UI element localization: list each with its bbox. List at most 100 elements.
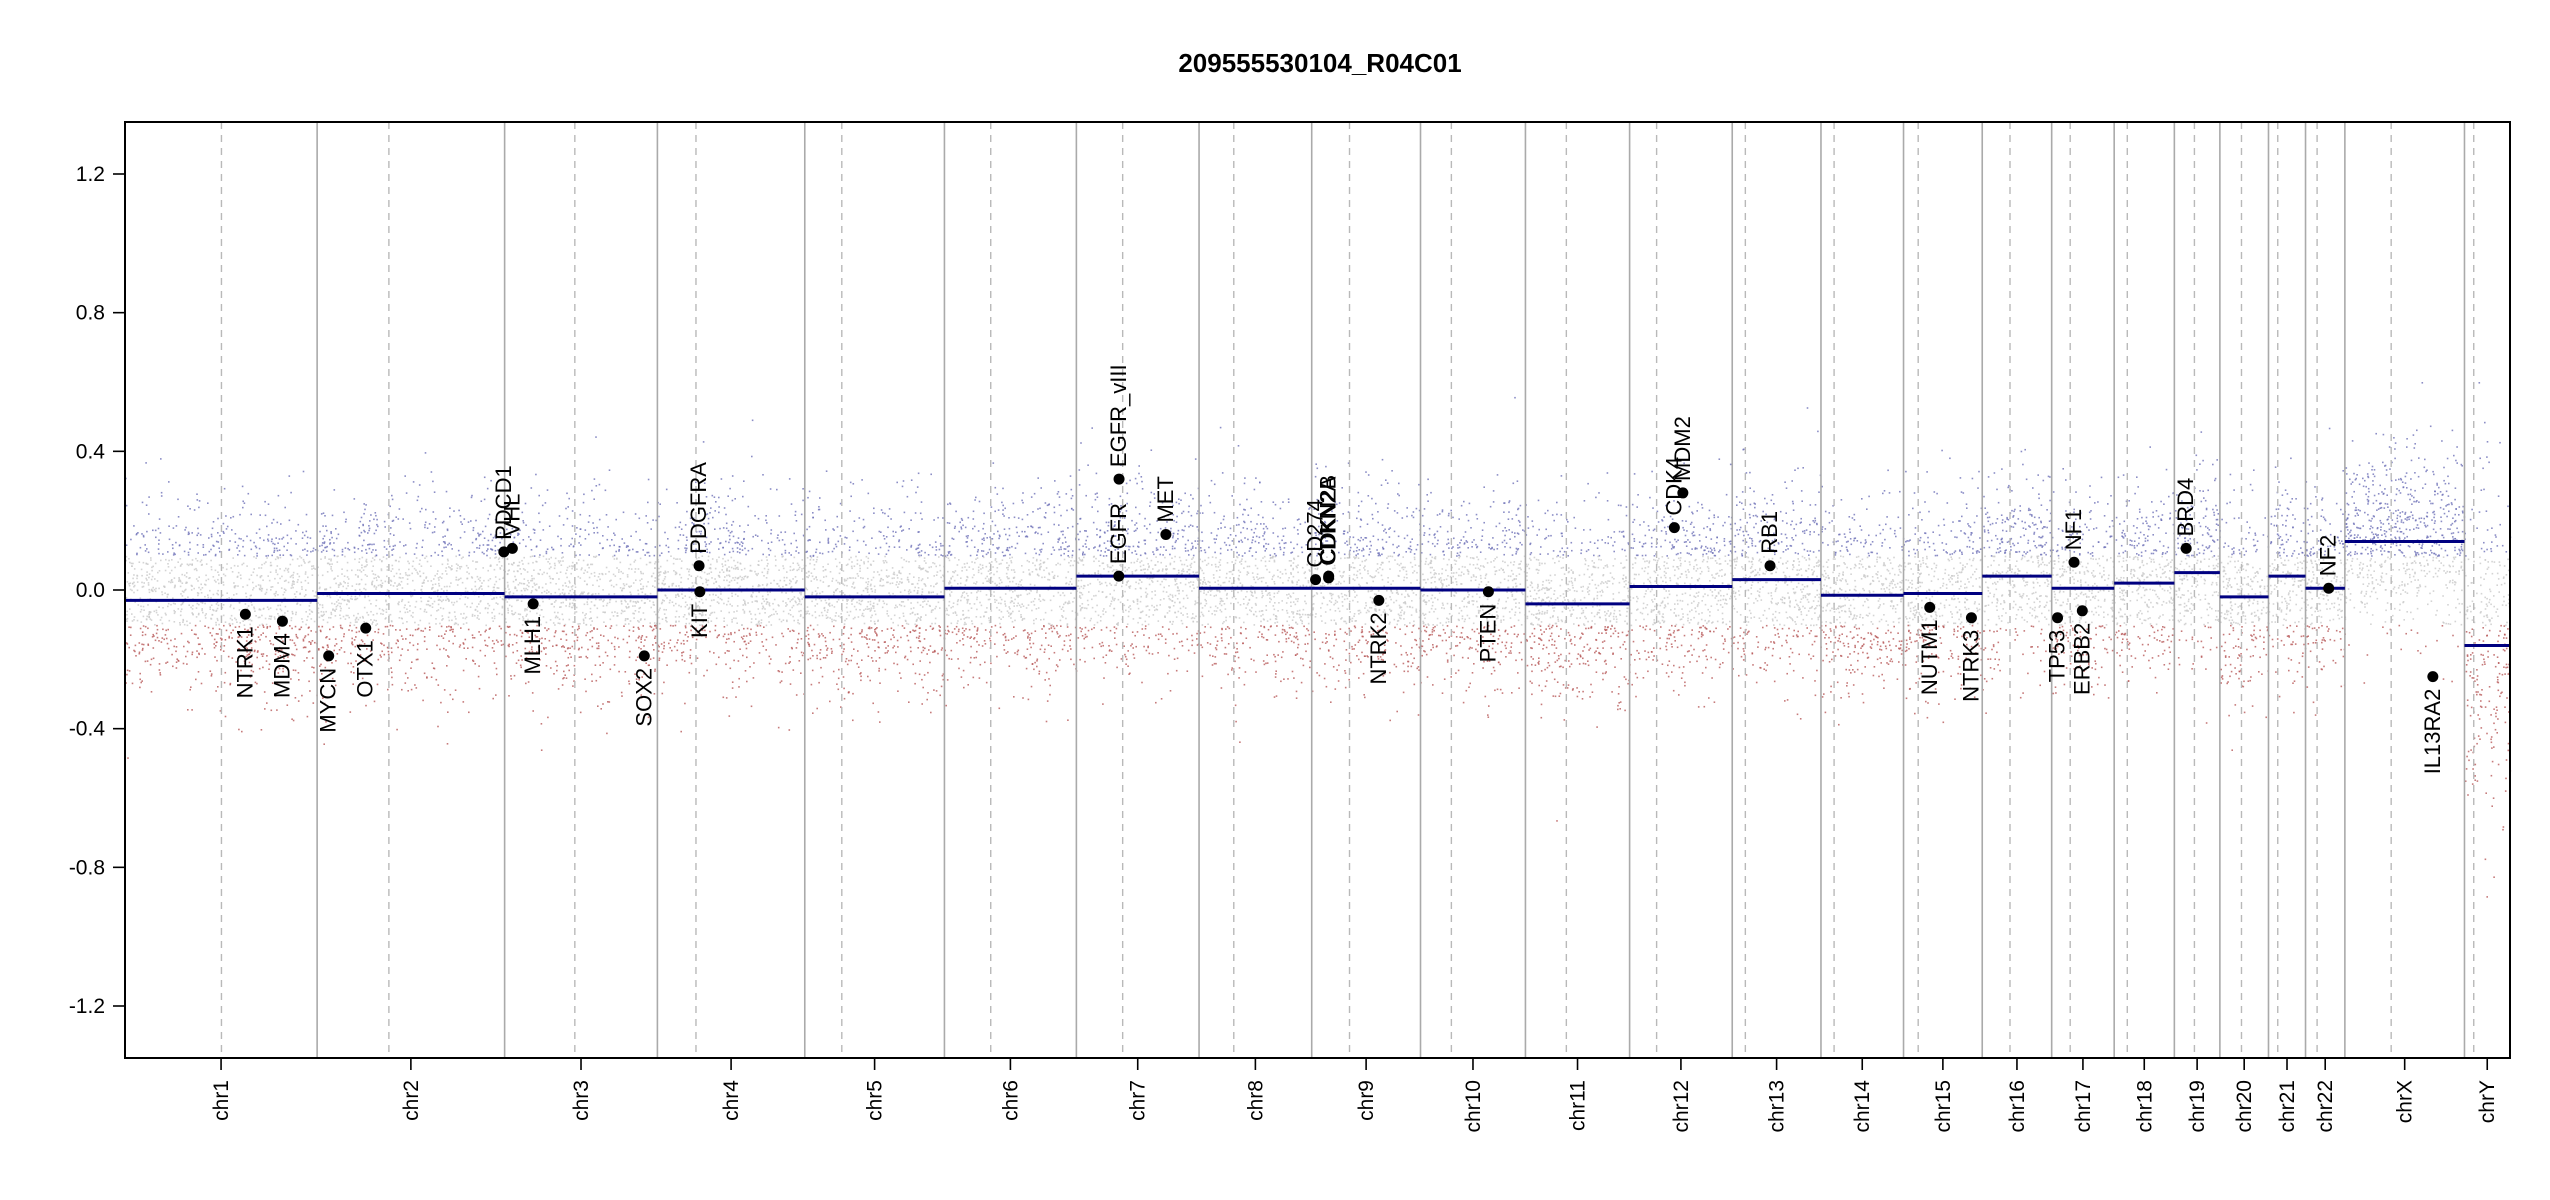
bin-point	[766, 601, 769, 603]
bin-point	[706, 573, 709, 575]
bin-point	[563, 630, 565, 633]
bin-point	[885, 553, 888, 555]
bin-point	[230, 614, 233, 617]
bin-point	[788, 552, 790, 554]
bin-point	[139, 686, 141, 689]
bin-point	[147, 582, 150, 584]
bin-point	[330, 611, 332, 614]
bin-point	[326, 571, 329, 573]
bin-point	[465, 564, 468, 567]
bin-point	[698, 607, 701, 610]
bin-point	[395, 642, 398, 645]
bin-point	[179, 624, 181, 626]
bin-point	[464, 638, 467, 641]
bin-point	[155, 536, 157, 539]
bin-point	[848, 577, 851, 579]
bin-point	[314, 549, 317, 551]
bin-point	[914, 586, 916, 589]
bin-point	[373, 532, 376, 535]
bin-point	[240, 669, 242, 672]
bin-point	[368, 529, 370, 532]
bin-point	[891, 582, 894, 584]
bin-point	[732, 550, 735, 553]
bin-point	[306, 554, 308, 556]
bin-point	[435, 618, 437, 620]
bin-point	[516, 650, 519, 652]
bin-point	[653, 622, 656, 624]
bin-point	[259, 575, 262, 578]
bin-point	[810, 683, 813, 686]
bin-point	[538, 556, 541, 558]
bin-point	[331, 563, 333, 565]
bin-point	[268, 668, 270, 670]
bin-point	[743, 531, 746, 533]
bin-point	[322, 512, 325, 514]
bin-point	[885, 561, 888, 564]
bin-point	[295, 633, 297, 636]
bin-point	[602, 600, 604, 603]
bin-point	[722, 557, 724, 560]
bin-point	[472, 659, 474, 662]
bin-point	[531, 579, 534, 582]
bin-point	[301, 694, 303, 697]
bin-point	[654, 624, 657, 626]
bin-point	[862, 518, 865, 521]
bin-point	[734, 576, 737, 579]
bin-point	[249, 539, 252, 542]
bin-point	[902, 480, 905, 482]
bin-point	[242, 506, 244, 509]
bin-point	[596, 628, 599, 630]
bin-point	[892, 535, 895, 537]
bin-point	[173, 645, 175, 648]
bin-point	[133, 525, 135, 527]
bin-point	[486, 554, 488, 557]
bin-point	[805, 635, 807, 637]
bin-point	[1002, 616, 1004, 618]
bin-point	[837, 688, 840, 691]
bin-point	[209, 670, 212, 672]
bin-point	[876, 571, 879, 573]
bin-point	[850, 565, 853, 568]
bin-point	[568, 605, 571, 608]
bin-point	[817, 633, 820, 635]
bin-point	[343, 633, 345, 635]
bin-point	[496, 564, 498, 566]
bin-point	[875, 660, 877, 662]
bin-point	[662, 579, 665, 582]
bin-point	[431, 662, 434, 664]
bin-point	[248, 642, 251, 645]
bin-point	[819, 658, 822, 661]
bin-point	[893, 662, 895, 665]
bin-point	[698, 600, 701, 603]
bin-point	[728, 650, 730, 652]
bin-point	[566, 492, 568, 495]
bin-point	[609, 627, 612, 629]
bin-point	[469, 606, 472, 608]
bin-point	[308, 650, 311, 653]
bin-point	[368, 547, 371, 550]
bin-point	[241, 730, 243, 733]
bin-point	[308, 605, 311, 607]
bin-point	[896, 639, 899, 642]
bin-point	[695, 638, 698, 641]
bin-point	[339, 624, 342, 627]
bin-point	[799, 592, 801, 594]
bin-point	[294, 669, 297, 672]
bin-point	[873, 639, 876, 641]
bin-point	[375, 577, 377, 579]
bin-point	[141, 501, 144, 504]
bin-point	[280, 609, 283, 612]
bin-point	[910, 546, 912, 548]
bin-point	[223, 624, 225, 627]
bin-point	[204, 602, 206, 605]
bin-point	[591, 620, 593, 622]
bin-point	[283, 569, 286, 572]
bin-point	[689, 657, 691, 659]
bin-point	[863, 525, 866, 528]
bin-point	[568, 580, 571, 582]
bin-point	[718, 556, 720, 559]
bin-point	[525, 545, 527, 548]
bin-point	[242, 500, 244, 503]
bin-point	[384, 526, 386, 528]
bin-point	[682, 651, 685, 653]
